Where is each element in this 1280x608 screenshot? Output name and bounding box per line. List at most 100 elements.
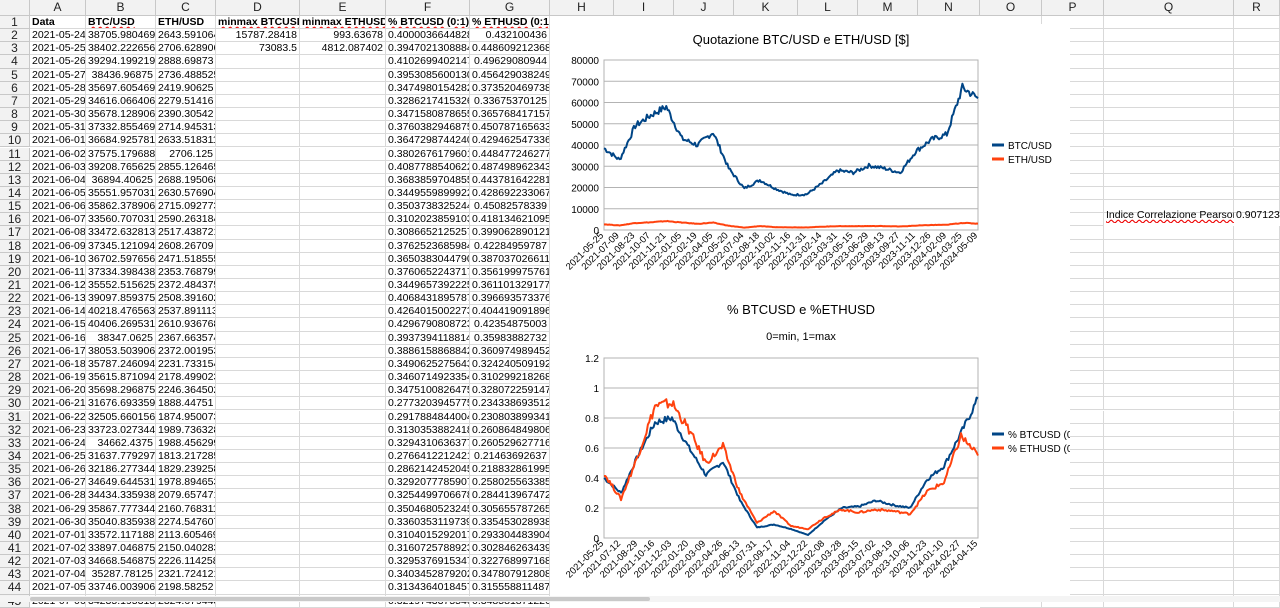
empty-cell[interactable] xyxy=(1234,81,1280,95)
cell-eth[interactable]: 2367.663574 xyxy=(156,331,216,345)
empty-cell[interactable] xyxy=(1104,489,1234,503)
cell-minmax-eth[interactable] xyxy=(300,528,386,542)
empty-cell[interactable] xyxy=(1042,397,1104,411)
cell-minmax-eth[interactable] xyxy=(300,147,386,161)
cell-minmax-btc[interactable] xyxy=(216,239,300,253)
empty-cell[interactable] xyxy=(1042,108,1104,122)
row-header-41[interactable]: 41 xyxy=(0,542,30,556)
empty-cell[interactable] xyxy=(1104,68,1234,82)
cell-pct-eth[interactable]: 0.399062890121 xyxy=(470,226,550,240)
empty-cell[interactable] xyxy=(1234,489,1280,503)
cell-btc[interactable]: 34668.546875 xyxy=(86,555,156,569)
empty-cell[interactable] xyxy=(1042,94,1104,109)
cell-eth[interactable]: 2246.364502 xyxy=(156,384,216,398)
cell-pct-eth[interactable]: 0.418134621095 xyxy=(470,213,550,227)
column-header-m[interactable]: M xyxy=(858,0,918,16)
cell-eth[interactable]: 2706.125 xyxy=(156,147,216,161)
cell-pct-eth[interactable]: 0.322768997168 xyxy=(470,555,550,569)
cell-pct-eth[interactable]: 0.45082578339 xyxy=(470,200,550,214)
empty-cell[interactable] xyxy=(1234,29,1280,43)
cell-pct-btc[interactable]: 0.33603531197394 xyxy=(386,515,470,529)
cell-pct-btc[interactable]: 0.31607257889235 xyxy=(386,542,470,556)
cell-btc[interactable]: 31676.693359 xyxy=(86,397,156,411)
cell-date[interactable]: 2021-06-29 xyxy=(30,502,86,516)
cell-date[interactable]: 2021-06-18 xyxy=(30,357,86,372)
empty-cell[interactable] xyxy=(1042,555,1104,569)
header-ethusd[interactable]: ETH/USD xyxy=(156,16,216,30)
empty-cell[interactable] xyxy=(1104,528,1234,542)
cell-btc[interactable]: 35551.957031 xyxy=(86,186,156,201)
row-header-21[interactable]: 21 xyxy=(0,279,30,293)
cell-minmax-btc[interactable] xyxy=(216,55,300,69)
cell-pct-btc[interactable]: 0.39470213088848 xyxy=(386,42,470,56)
cell-eth[interactable]: 2517.438721 xyxy=(156,226,216,240)
header-data[interactable]: Data xyxy=(30,16,86,30)
cell-minmax-btc[interactable] xyxy=(216,502,300,516)
cell-btc[interactable]: 38402.222656 xyxy=(86,42,156,56)
cell-eth[interactable]: 2633.518311 xyxy=(156,134,216,148)
cell-minmax-eth[interactable] xyxy=(300,108,386,122)
cell-minmax-btc[interactable] xyxy=(216,449,300,464)
cell-eth[interactable]: 2160.768311 xyxy=(156,502,216,516)
cell-minmax-btc[interactable] xyxy=(216,528,300,542)
cell-date[interactable]: 2021-06-02 xyxy=(30,147,86,161)
row-header-28[interactable]: 28 xyxy=(0,371,30,385)
cell-minmax-eth[interactable] xyxy=(300,463,386,477)
cell-pct-btc[interactable]: 0.35037383252443 xyxy=(386,200,470,214)
cell-pct-eth[interactable]: 0.456429038249 xyxy=(470,68,550,82)
row-header-42[interactable]: 42 xyxy=(0,555,30,569)
cell-pct-btc[interactable]: 0.34749801542827 xyxy=(386,81,470,95)
cell-btc[interactable]: 31637.779297 xyxy=(86,449,156,464)
cell-minmax-btc[interactable] xyxy=(216,463,300,477)
empty-cell[interactable] xyxy=(1104,463,1234,477)
cell-btc[interactable]: 37345.121094 xyxy=(86,239,156,253)
column-header-c[interactable]: C xyxy=(156,0,216,16)
row-header-16[interactable]: 16 xyxy=(0,213,30,227)
cell-eth[interactable]: 2688.195068 xyxy=(156,173,216,187)
cell-btc[interactable]: 35867.777344 xyxy=(86,502,156,516)
empty-cell[interactable] xyxy=(1104,252,1234,266)
cell-minmax-btc[interactable] xyxy=(216,160,300,174)
empty-cell[interactable] xyxy=(1042,160,1104,174)
cell-pct-btc[interactable]: 0.35046805232451 xyxy=(386,502,470,516)
row-header-30[interactable]: 30 xyxy=(0,397,30,411)
empty-cell[interactable] xyxy=(1042,371,1104,385)
cell-eth[interactable]: 2150.040283 xyxy=(156,542,216,556)
cell-btc[interactable]: 34649.644531 xyxy=(86,476,156,490)
cell-pct-eth[interactable]: 0.305655787265 xyxy=(470,502,550,516)
cell-pct-btc[interactable]: 0.4102699402147 xyxy=(386,55,470,69)
empty-cell[interactable] xyxy=(1104,16,1234,30)
cell-minmax-eth[interactable] xyxy=(300,397,386,411)
empty-cell[interactable] xyxy=(1104,318,1234,332)
empty-cell[interactable] xyxy=(1234,226,1280,240)
cell-pct-btc[interactable]: 0.40000366448285 xyxy=(386,29,470,43)
cell-btc[interactable]: 36894.40625 xyxy=(86,173,156,187)
empty-cell[interactable] xyxy=(1042,42,1104,56)
header-minmax-btc[interactable]: minmax BTCUSD xyxy=(216,16,300,30)
cell-eth[interactable]: 2372.484375 xyxy=(156,279,216,293)
cell-minmax-eth[interactable] xyxy=(300,581,386,595)
row-header-33[interactable]: 33 xyxy=(0,437,30,450)
cell-eth[interactable]: 2198.58252 xyxy=(156,581,216,595)
cell-minmax-btc[interactable]: 15787.28418 xyxy=(216,29,300,43)
cell-date[interactable]: 2021-06-17 xyxy=(30,344,86,358)
header-pct-btc[interactable]: % BTCUSD (0:1) xyxy=(386,16,470,30)
empty-cell[interactable] xyxy=(1234,344,1280,358)
empty-cell[interactable] xyxy=(1104,371,1234,385)
empty-cell[interactable] xyxy=(1042,68,1104,82)
cell-minmax-eth[interactable] xyxy=(300,436,386,450)
cell-pct-eth[interactable]: 0.42354875003 xyxy=(470,318,550,332)
cell-btc[interactable]: 35678.128906 xyxy=(86,108,156,122)
empty-cell[interactable] xyxy=(1104,42,1234,56)
empty-cell[interactable] xyxy=(1042,186,1104,201)
cell-pct-eth[interactable]: 0.258025563385 xyxy=(470,476,550,490)
cell-pct-eth[interactable]: 0.328072259147 xyxy=(470,384,550,398)
row-header-35[interactable]: 35 xyxy=(0,463,30,477)
cell-pct-btc[interactable]: 0.3762523685984 xyxy=(386,239,470,253)
cell-date[interactable]: 2021-06-26 xyxy=(30,463,86,477)
empty-cell[interactable] xyxy=(1234,318,1280,332)
empty-cell[interactable] xyxy=(1042,29,1104,43)
column-header-f[interactable]: F xyxy=(386,0,470,16)
empty-cell[interactable] xyxy=(1042,502,1104,516)
empty-cell[interactable] xyxy=(1104,397,1234,411)
